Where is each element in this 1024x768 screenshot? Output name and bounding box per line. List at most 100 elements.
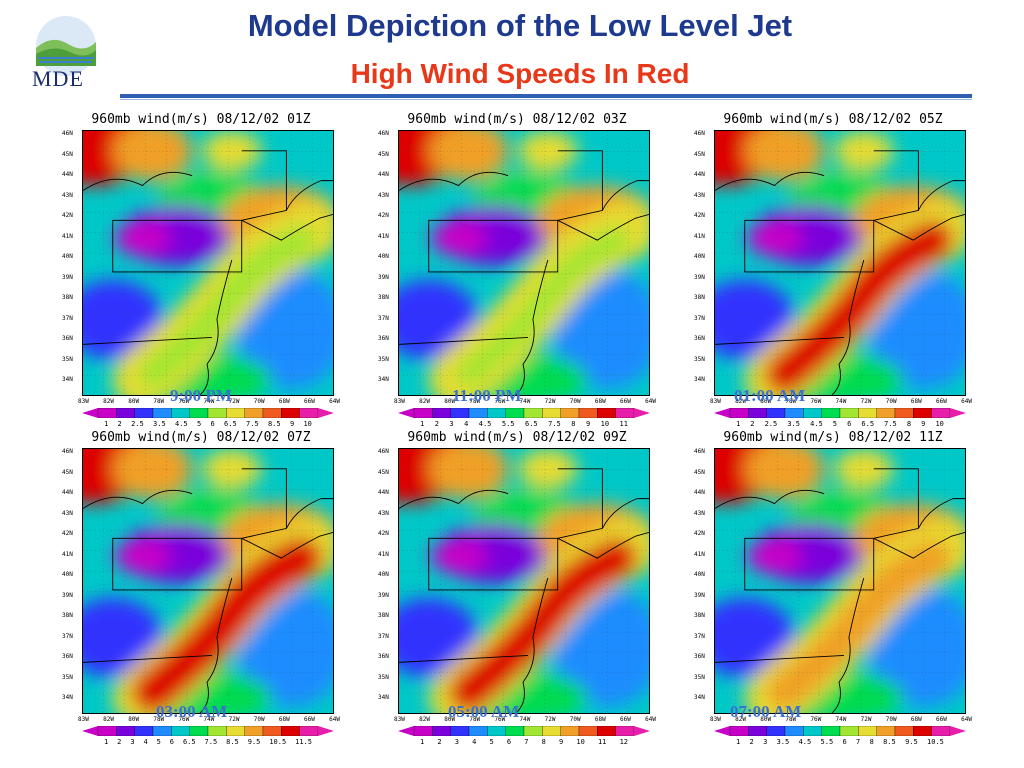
lat-tick-label: 46N	[62, 130, 73, 137]
wind-map	[714, 448, 966, 714]
lon-tick-label: 76W	[810, 398, 822, 405]
lon-tick-label: 76W	[178, 398, 190, 405]
colorbar-tick-label: 9.5	[247, 738, 261, 746]
lon-tick-label: 74W	[203, 398, 215, 405]
colorbar	[82, 408, 334, 418]
colorbar-tick-label: 3	[449, 420, 454, 428]
wind-map	[714, 130, 966, 396]
colorbar-tick-label: 5	[489, 738, 494, 746]
colorbar-tick-label: 1	[104, 420, 109, 428]
lat-tick-label: 45N	[378, 150, 389, 158]
colorbar-tick-label: 5	[156, 738, 161, 746]
panel-title: 960mb wind(m/s) 08/12/02 03Z	[407, 112, 627, 127]
colorbar-tick-label: 6	[842, 738, 847, 746]
colorbar-tick-label: 8.5	[267, 420, 281, 428]
lat-tick-label: 44N	[62, 171, 73, 178]
local-time-label: 05:00 AM	[448, 702, 520, 721]
colorbar-tick-label: 4.5	[478, 420, 492, 428]
lat-tick-label: 41N	[62, 232, 73, 240]
lon-tick-label: 64W	[645, 398, 656, 405]
lat-tick-label: 35N	[62, 673, 73, 681]
lat-tick-label: 41N	[694, 550, 705, 558]
lat-tick-label: 42N	[694, 212, 705, 219]
lat-tick-label: 38N	[62, 612, 73, 619]
colorbar-tick-label: 2	[117, 420, 122, 428]
title-rule	[120, 94, 972, 98]
colorbar-tick-label: 8	[571, 420, 576, 428]
lat-tick-label: 38N	[378, 612, 389, 619]
lon-tick-label: 78W	[469, 716, 481, 723]
wind-panel: 960mb wind(m/s) 08/12/02 11Z 46N 45N 44N 43N…	[694, 430, 972, 758]
lat-tick-label: 46N	[378, 448, 389, 455]
lat-tick-label: 35N	[694, 673, 705, 681]
colorbar	[398, 726, 650, 736]
colorbar-tick-label: 7.5	[246, 420, 259, 428]
lon-tick-label: 64W	[329, 716, 340, 723]
colorbar-tick-label: 10.5	[927, 738, 944, 746]
colorbar-tick-label: 2.5	[131, 420, 144, 428]
panel-title: 960mb wind(m/s) 08/12/02 05Z	[723, 112, 943, 127]
colorbar-tick-label: 6	[210, 420, 215, 428]
lon-tick-label: 72W	[544, 716, 556, 723]
lon-axis: 83W 82W 80W 78W 76W 74W 72W 70W 68W 66W 64W	[394, 398, 656, 406]
lat-tick-label: 35N	[378, 355, 389, 363]
colorbar-tick-label: 4	[143, 738, 148, 746]
colorbar-tick-label: 3	[130, 738, 135, 746]
wind-map	[82, 130, 334, 396]
lat-tick-label: 45N	[694, 150, 705, 158]
colorbar-tick-label: 1	[104, 738, 109, 746]
lon-tick-label: 70W	[253, 398, 265, 405]
colorbar	[714, 726, 966, 736]
lon-axis: 83W 82W 80W 78W 76W 74W 72W 70W 68W 66W 64W	[394, 716, 656, 724]
lon-axis: 83W 82W 80W 78W 76W 74W 72W 70W 68W 66W 64W	[78, 398, 340, 406]
lat-tick-label: 34N	[694, 376, 705, 383]
colorbar-tick-label: 7.5	[548, 420, 561, 428]
colorbar-tick-label: 4.5	[798, 738, 812, 746]
colorbar-tick-label: 10	[576, 738, 585, 746]
lon-tick-label: 82W	[103, 398, 114, 405]
colorbar-tick-label: 2	[749, 738, 754, 746]
colorbar-tick-label: 4.5	[175, 420, 188, 428]
lon-tick-label: 72W	[544, 398, 556, 405]
colorbar-tick-label: 2	[434, 420, 439, 428]
lon-tick-label: 70W	[885, 398, 897, 405]
lat-tick-label: 35N	[62, 355, 73, 363]
colorbar-labels: 1 2 2.5 3.5 4.5 5 6 6.5 7.5 8.5 9 10	[104, 420, 312, 428]
lon-tick-label: 83W	[710, 716, 721, 723]
colorbar-tick-label: 2	[117, 738, 122, 746]
lat-tick-label: 34N	[62, 376, 73, 383]
lon-tick-label: 76W	[178, 716, 190, 723]
colorbar-tick-label: 6	[169, 738, 174, 746]
lon-tick-label: 83W	[394, 716, 405, 723]
colorbar-tick-label: 10.5	[269, 738, 287, 746]
lon-tick-label: 74W	[835, 716, 847, 723]
colorbar-tick-label: 6.5	[861, 420, 875, 428]
lon-tick-label: 83W	[78, 398, 89, 405]
lon-tick-label: 64W	[961, 716, 972, 723]
colorbar-tick-label: 8	[869, 738, 874, 746]
colorbar-labels: 1 2 3 3.5 4.5 5.5 6 7 8 8.5 9.5 10.5	[736, 738, 944, 746]
lon-tick-label: 68W	[910, 398, 922, 405]
lat-tick-label: 44N	[694, 489, 705, 496]
lat-tick-label: 39N	[62, 591, 73, 599]
colorbar-tick-label: 9	[921, 420, 926, 428]
page-subtitle: High Wind Speeds In Red	[350, 58, 690, 89]
colorbar-tick-label: 5.5	[820, 738, 834, 746]
lon-tick-label: 78W	[469, 398, 481, 405]
colorbar-tick-label: 7.5	[884, 420, 897, 428]
local-time-label: 01:00 AM	[734, 386, 806, 405]
colorbar-tick-label: 5	[196, 420, 202, 428]
lat-tick-label: 44N	[694, 171, 705, 178]
panel-title: 960mb wind(m/s) 08/12/02 11Z	[723, 430, 943, 445]
lon-tick-label: 74W	[835, 398, 847, 405]
lat-tick-label: 42N	[694, 530, 705, 537]
lat-tick-label: 39N	[378, 591, 389, 599]
wind-panel: 960mb wind(m/s) 08/12/02 07Z 46N 45N 44N 43N…	[62, 430, 340, 758]
lon-tick-label: 78W	[785, 398, 797, 405]
lat-tick-label: 43N	[694, 509, 705, 517]
wind-panel: 960mb wind(m/s) 08/12/02 05Z 46N 45N 44N 43N…	[694, 112, 972, 440]
lat-tick-label: 41N	[62, 550, 73, 558]
lat-tick-label: 41N	[694, 232, 705, 240]
lat-tick-label: 35N	[378, 673, 389, 681]
lon-tick-label: 80W	[444, 398, 456, 405]
